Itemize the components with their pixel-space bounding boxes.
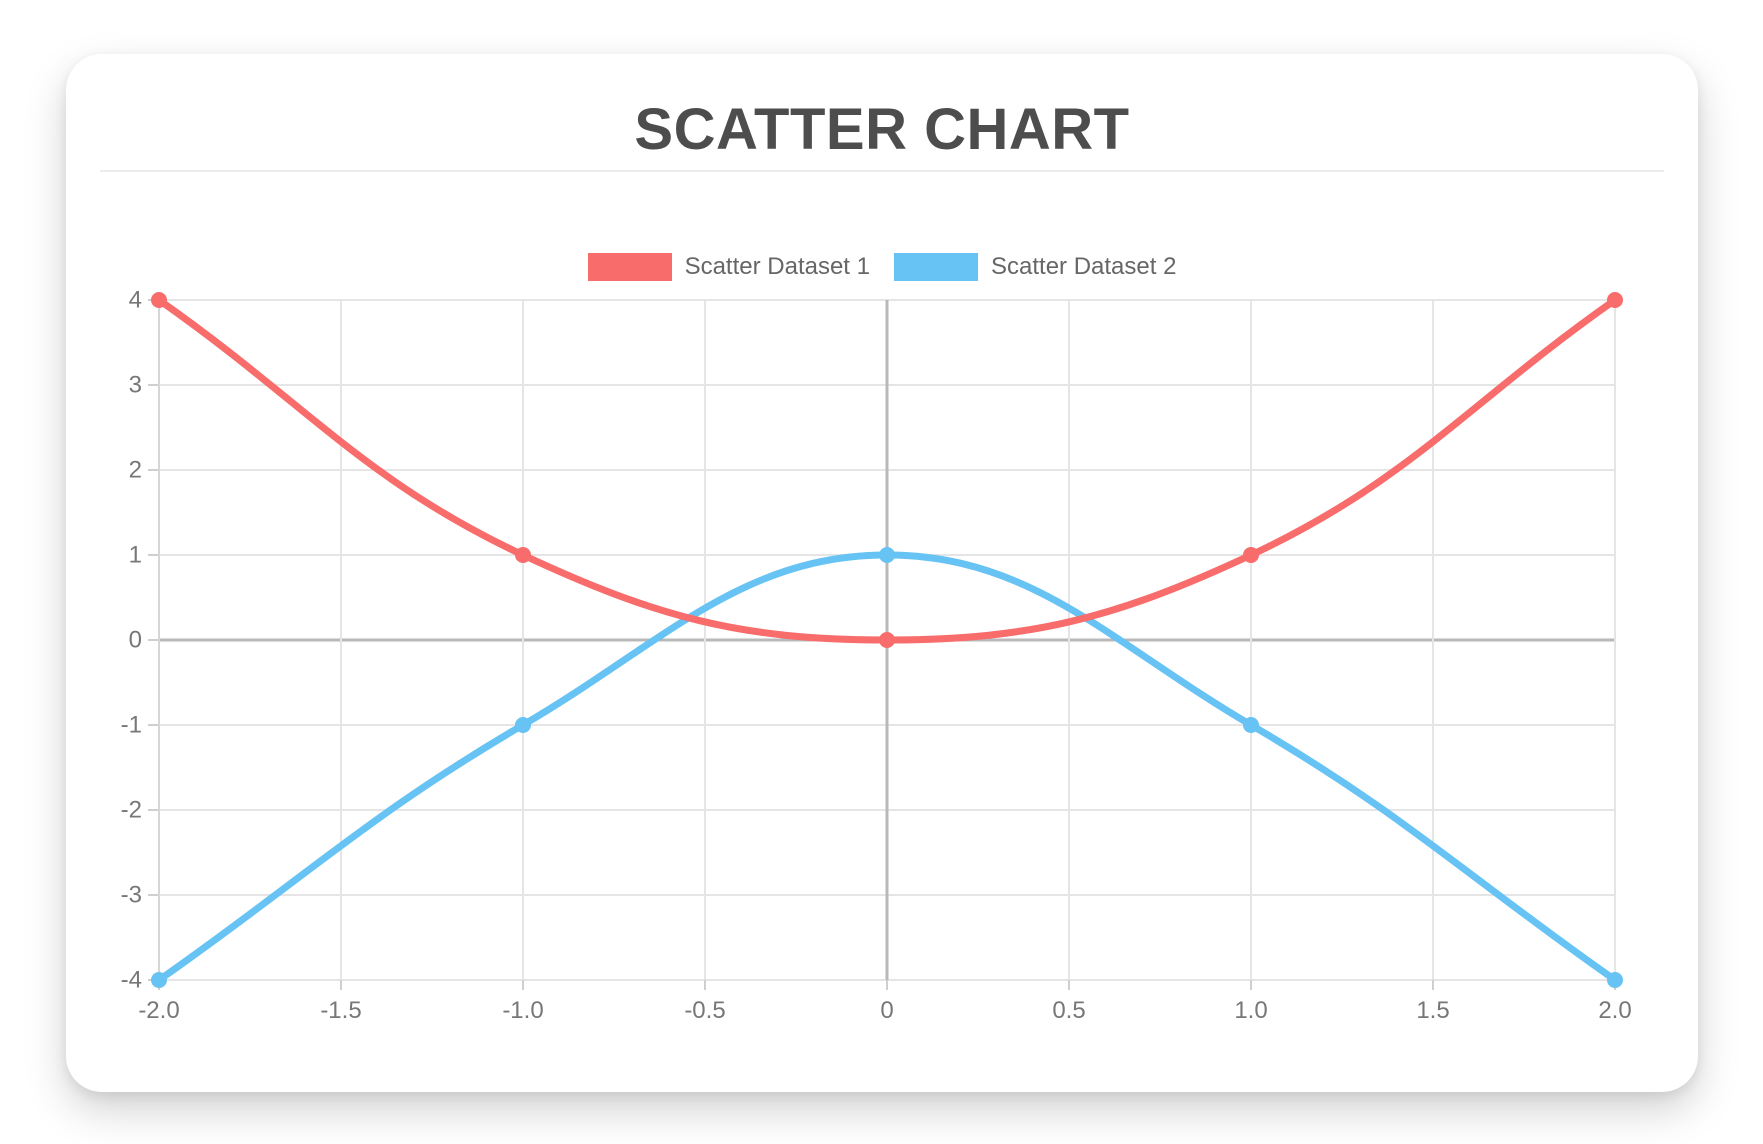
- title-divider: [100, 170, 1664, 172]
- data-point-scatter-dataset-2[interactable]: [515, 717, 531, 733]
- legend-swatch-dataset-2: [894, 253, 978, 281]
- y-tick-label: 2: [129, 457, 142, 484]
- legend-item-dataset-1[interactable]: Scatter Dataset 1: [587, 253, 870, 281]
- y-tick-label: 4: [129, 287, 142, 314]
- data-point-scatter-dataset-1[interactable]: [1243, 547, 1259, 563]
- data-point-scatter-dataset-1[interactable]: [151, 292, 167, 308]
- y-tick-label: -4: [121, 967, 142, 994]
- x-tick-label: 2.0: [1598, 997, 1631, 1024]
- x-tick-label: 0.5: [1052, 997, 1085, 1024]
- chart-title: SCATTER CHART: [634, 97, 1130, 162]
- x-tick-label: 1.0: [1234, 997, 1267, 1024]
- data-point-scatter-dataset-1[interactable]: [515, 547, 531, 563]
- x-tick-label: -1.0: [502, 997, 543, 1024]
- y-tick-label: -3: [121, 882, 142, 909]
- x-tick-label: 1.5: [1416, 997, 1449, 1024]
- legend-label-dataset-1: Scatter Dataset 1: [684, 253, 870, 280]
- data-point-scatter-dataset-2[interactable]: [1607, 972, 1623, 988]
- data-point-scatter-dataset-2[interactable]: [151, 972, 167, 988]
- x-tick-label: -0.5: [684, 997, 725, 1024]
- y-tick-label: -2: [121, 797, 142, 824]
- y-tick-label: 0: [129, 627, 142, 654]
- chart-legend: Scatter Dataset 1 Scatter Dataset 2: [66, 253, 1698, 281]
- data-point-scatter-dataset-2[interactable]: [1243, 717, 1259, 733]
- x-tick-label: 0: [880, 997, 893, 1024]
- y-tick-label: 3: [129, 372, 142, 399]
- chart-card: SCATTER CHART Scatter Dataset 1 Scatter …: [66, 54, 1698, 1092]
- x-tick-label: -1.5: [320, 997, 361, 1024]
- legend-label-dataset-2: Scatter Dataset 2: [991, 253, 1177, 280]
- y-tick-label: -1: [121, 712, 142, 739]
- x-tick-label: -2.0: [138, 997, 179, 1024]
- legend-item-dataset-2[interactable]: Scatter Dataset 2: [894, 253, 1176, 281]
- data-point-scatter-dataset-1[interactable]: [1607, 292, 1623, 308]
- legend-swatch-dataset-1: [587, 253, 672, 281]
- data-point-scatter-dataset-1[interactable]: [879, 632, 895, 648]
- y-tick-label: 1: [129, 542, 142, 569]
- chart-canvas[interactable]: 4 3 2 1 0 -1 -2 -3 -4 -2.0 -1.5 -1.0 -0.5 0 0.5 1.0 1.5 2…: [66, 54, 1698, 1092]
- data-point-scatter-dataset-2[interactable]: [879, 547, 895, 563]
